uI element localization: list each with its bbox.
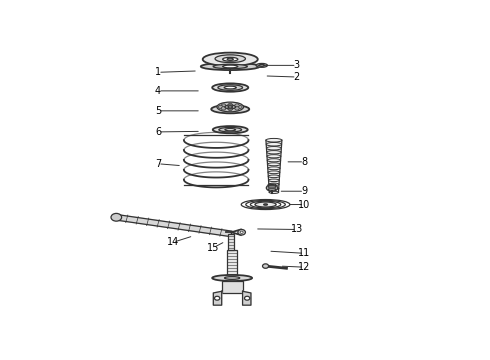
Text: 9: 9	[301, 186, 307, 196]
Text: 15: 15	[207, 243, 220, 253]
Bar	[221, 281, 243, 293]
Circle shape	[221, 104, 226, 107]
Circle shape	[228, 103, 233, 107]
Circle shape	[263, 264, 269, 268]
Ellipse shape	[212, 84, 248, 92]
Ellipse shape	[268, 163, 280, 166]
Ellipse shape	[256, 63, 268, 67]
Text: 5: 5	[155, 106, 161, 116]
Ellipse shape	[267, 147, 281, 150]
Ellipse shape	[228, 106, 233, 108]
Ellipse shape	[217, 102, 244, 112]
Ellipse shape	[224, 86, 236, 89]
Ellipse shape	[227, 58, 233, 60]
Circle shape	[245, 296, 250, 300]
Circle shape	[215, 296, 220, 300]
Bar	[228, 234, 234, 250]
Ellipse shape	[259, 64, 265, 66]
Text: 14: 14	[167, 237, 179, 247]
Ellipse shape	[267, 155, 281, 158]
Ellipse shape	[224, 276, 240, 279]
Circle shape	[111, 213, 122, 221]
Ellipse shape	[269, 179, 279, 181]
Ellipse shape	[266, 138, 282, 142]
Ellipse shape	[203, 53, 258, 66]
Ellipse shape	[218, 85, 243, 90]
Ellipse shape	[267, 150, 281, 154]
Circle shape	[221, 107, 226, 110]
Polygon shape	[243, 291, 251, 305]
Ellipse shape	[215, 55, 245, 63]
Ellipse shape	[269, 183, 279, 185]
Ellipse shape	[269, 187, 279, 189]
Text: 3: 3	[294, 60, 300, 70]
Ellipse shape	[264, 204, 268, 205]
Circle shape	[235, 107, 239, 110]
Text: 6: 6	[155, 127, 161, 137]
Text: 7: 7	[155, 159, 161, 169]
Text: 8: 8	[301, 157, 307, 167]
Ellipse shape	[268, 171, 280, 174]
Ellipse shape	[222, 57, 238, 61]
Ellipse shape	[212, 275, 252, 281]
Text: 10: 10	[298, 199, 311, 210]
Ellipse shape	[225, 129, 236, 131]
Circle shape	[238, 105, 242, 109]
Ellipse shape	[267, 159, 281, 162]
Ellipse shape	[219, 127, 242, 132]
Text: 12: 12	[298, 262, 311, 272]
Polygon shape	[213, 291, 221, 305]
Circle shape	[228, 107, 233, 111]
Ellipse shape	[268, 167, 280, 170]
Ellipse shape	[269, 191, 279, 193]
Polygon shape	[116, 215, 232, 237]
Ellipse shape	[222, 65, 238, 68]
Text: 11: 11	[298, 248, 311, 258]
Ellipse shape	[255, 202, 276, 207]
Ellipse shape	[267, 185, 278, 191]
Text: 4: 4	[155, 86, 161, 96]
Text: 1: 1	[155, 67, 161, 77]
Ellipse shape	[225, 105, 236, 109]
Circle shape	[219, 105, 223, 109]
Text: 2: 2	[294, 72, 300, 82]
Text: 13: 13	[291, 225, 303, 234]
Circle shape	[235, 104, 239, 107]
Ellipse shape	[268, 175, 280, 177]
Ellipse shape	[211, 105, 249, 113]
Bar	[227, 250, 238, 275]
Ellipse shape	[266, 143, 282, 146]
Circle shape	[238, 229, 245, 235]
Ellipse shape	[213, 126, 248, 133]
Ellipse shape	[201, 63, 260, 70]
Ellipse shape	[213, 64, 247, 69]
Circle shape	[240, 231, 243, 233]
